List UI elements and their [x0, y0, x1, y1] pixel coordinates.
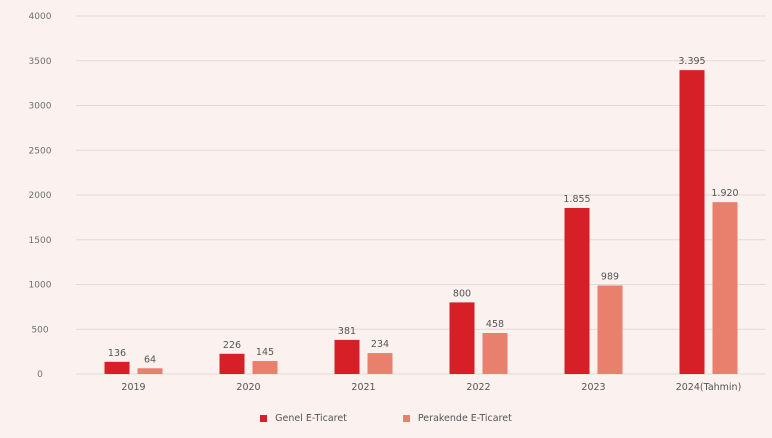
legend-label-genel: Genel E-Ticaret — [275, 413, 347, 424]
legend-label-perakende: Perakende E-Ticaret — [417, 413, 512, 424]
data-label: 1.855 — [563, 194, 590, 205]
y-tick-label: 0 — [37, 370, 43, 380]
bar-perakende — [712, 202, 738, 374]
legend-swatch-genel — [260, 415, 268, 422]
x-tick-label: 2023 — [581, 382, 605, 393]
bar-genel — [104, 361, 130, 374]
data-label: 800 — [453, 288, 471, 299]
bar-genel — [564, 207, 590, 374]
data-label: 145 — [256, 347, 274, 358]
bar-perakende — [367, 353, 393, 374]
y-tick-label: 3000 — [29, 102, 52, 112]
data-label: 458 — [486, 319, 504, 330]
bar-perakende — [137, 368, 163, 374]
bar-genel — [449, 302, 475, 374]
y-tick-label: 3500 — [29, 57, 52, 67]
data-label: 989 — [601, 271, 619, 282]
bar-genel — [679, 70, 705, 375]
bar-genel — [219, 353, 245, 374]
bar-perakende — [482, 333, 508, 374]
data-label: 234 — [371, 339, 389, 350]
y-tick-label: 500 — [31, 325, 48, 335]
bar-perakende — [597, 285, 623, 374]
legend-swatch-perakende — [402, 415, 410, 422]
data-label: 381 — [338, 326, 356, 337]
y-tick-label: 1500 — [29, 236, 52, 246]
data-label: 1.920 — [711, 188, 738, 199]
legend-item-genel: Genel E-Ticaret — [260, 413, 347, 424]
x-tick-label: 2024(Tahmin) — [676, 382, 742, 393]
data-label: 136 — [108, 348, 126, 359]
x-tick-label: 2020 — [236, 382, 260, 393]
x-tick-label: 2019 — [121, 382, 145, 393]
y-tick-label: 1000 — [29, 281, 52, 291]
y-tick-label: 2500 — [29, 146, 52, 156]
y-tick-label: 2000 — [29, 191, 52, 201]
bar-perakende — [252, 361, 278, 374]
data-label: 64 — [144, 354, 156, 365]
bar-genel — [334, 339, 360, 374]
y-tick-label: 4000 — [29, 12, 52, 22]
x-tick-label: 2021 — [351, 382, 375, 393]
legend: Genel E-Ticaret Perakende E-Ticaret — [0, 413, 772, 424]
legend-item-perakende: Perakende E-Ticaret — [402, 413, 512, 424]
data-label: 3.395 — [678, 56, 705, 67]
x-tick-label: 2022 — [466, 382, 490, 393]
data-label: 226 — [223, 340, 241, 351]
